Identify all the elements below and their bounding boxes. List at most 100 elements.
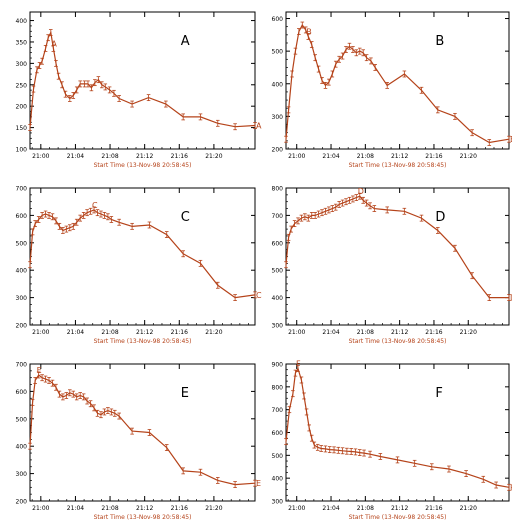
panel-a-data-point: [51, 44, 56, 52]
panel-a-data-point: [86, 80, 90, 88]
panel-b-axes-frame: [285, 11, 510, 150]
panel-f-series-line: [285, 367, 510, 488]
panel-f-data-point: [378, 453, 383, 460]
panel-b-data-point: [487, 139, 492, 146]
panel-c-x-tick-label: 21:16: [171, 329, 188, 336]
panel-d-data-point: [309, 211, 314, 219]
panel-e-x-tick-label: 21:04: [67, 505, 84, 512]
panel-d-axes-frame: [285, 187, 510, 326]
panel-d-data-point: [323, 207, 328, 215]
panel-c-data-point: [215, 281, 220, 289]
panel-f-data-point: [362, 449, 366, 457]
panel-a-data-point: [96, 76, 101, 84]
panel-c-data-point: [147, 221, 152, 229]
panel-c-data-point: [130, 222, 134, 230]
panel-b-data-point: [284, 135, 288, 143]
panel-a-x-tick-label: 21:16: [171, 153, 188, 160]
panel-b-data-point: [453, 112, 457, 120]
panel-c-data-point: [57, 222, 62, 230]
panel-c-data-point: [64, 225, 69, 233]
panel-b-data-point: [330, 70, 335, 78]
panel-d-data-point: [306, 214, 311, 222]
panel-f-data-point: [332, 446, 336, 454]
panel-b-data-point: [344, 46, 348, 53]
panel-e-data-point: [43, 375, 48, 383]
panel-c-data-point: [74, 218, 79, 226]
panel-c-data-point: [71, 222, 76, 230]
panel-f: 300 400 500 600 700 800 900 21:00 21:04 21:08 21:1…: [272, 360, 512, 521]
panel-c-axes-frame: [29, 187, 256, 326]
panel-d-data-point: [320, 209, 324, 217]
panel-e: 200 300 400 500 600 700 21:00 21:04 21:08 21:12 21…: [16, 362, 262, 522]
panel-a-data-point: [233, 123, 237, 131]
panel-a: 100 150 200 250 300 350 400 21:00 21:04 21:08 21:1…: [16, 11, 262, 169]
panel-e-data-point: [33, 377, 37, 384]
panel-f-data-point: [299, 376, 304, 384]
panel-e-data-point: [28, 442, 32, 450]
panel-f-data-point: [507, 483, 511, 491]
panel-d-data-point: [330, 205, 335, 212]
panel-f-data-point: [291, 390, 295, 398]
panel-f-x-tick-label: 21:00: [288, 505, 305, 512]
panel-f-y-tick-label: 500: [272, 453, 284, 460]
panel-a-panel-letter: A: [181, 34, 190, 49]
panel-b-data-point: [340, 52, 345, 60]
panel-e-y-tick-label: 500: [16, 416, 28, 423]
panel-b-y-tick-label: 500: [272, 49, 284, 56]
panel-a-y-tick-label: 300: [16, 61, 28, 68]
panel-e-data-point: [71, 390, 76, 398]
panel-e-peak-marker-label: E: [37, 366, 42, 375]
panel-f-panel-letter: F: [435, 386, 442, 401]
panel-a-series-line: [29, 30, 256, 128]
panel-c-data-point: [233, 294, 237, 302]
panel-c-x-tick-label: 21:00: [32, 329, 49, 336]
panel-d: 300 400 500 600 700 800 21:00 21:04 21:08 21:12 21…: [272, 186, 512, 346]
panel-f-data-point: [447, 465, 451, 473]
panel-c-data-point: [43, 210, 48, 218]
panel-b-data-point: [361, 49, 365, 57]
panel-a-data-point: [71, 92, 76, 99]
panel-c: 200 300 400 500 600 700 21:00 21:04 21:08 21:12 21…: [16, 186, 262, 346]
panel-c-data-point: [164, 231, 169, 238]
panel-b-data-point: [290, 70, 294, 78]
panel-d-data-point: [299, 214, 304, 222]
panel-a-x-tick-label: 21:12: [136, 153, 153, 160]
panel-c-data-point: [117, 218, 121, 226]
panel-a-x-tick-label: 21:04: [67, 153, 84, 160]
panel-a-data-point: [31, 85, 36, 93]
panel-f-data-point: [340, 447, 345, 455]
panel-e-data-point: [181, 467, 185, 475]
panel-e-x-tick-label: 21:00: [32, 505, 49, 512]
panel-e-panel-letter: E: [181, 386, 189, 401]
panel-d-panel-letter: D: [435, 210, 445, 225]
panel-b-data-point: [507, 135, 511, 143]
panel-b-panel-letter: B: [435, 34, 444, 49]
panel-c-data-point: [78, 214, 82, 222]
panel-f-y-tick-label: 800: [272, 384, 284, 391]
panel-d-data-point: [385, 206, 390, 214]
panel-c-data-point: [40, 211, 44, 219]
panel-a-data-point: [56, 72, 61, 80]
panel-b-data-point: [306, 33, 311, 40]
panel-b-data-point: [297, 28, 301, 35]
panel-a-y-tick-label: 400: [16, 18, 28, 25]
panel-e-data-point: [113, 409, 117, 417]
panel-c-y-tick-label: 300: [16, 295, 28, 302]
panel-f-x-tick-label: 21:20: [460, 505, 477, 512]
panel-a-data-point: [103, 83, 108, 91]
panel-c-data-point: [33, 220, 37, 228]
panel-b-data-point: [286, 106, 291, 114]
panel-c-panel-letter: C: [181, 210, 190, 225]
panel-e-y-tick-label: 600: [16, 389, 28, 396]
panel-e-data-point: [147, 429, 152, 436]
panel-b-x-tick-label: 21:20: [460, 153, 477, 160]
panel-b-data-point: [347, 42, 352, 50]
panel-e-data-point: [92, 404, 96, 412]
panel-e-data-point: [50, 379, 55, 387]
panel-d-x-tick-label: 21:04: [322, 329, 339, 336]
panel-a-peak-marker-label: A: [51, 39, 57, 48]
panel-e-data-point: [68, 389, 72, 397]
panel-c-data-point: [68, 224, 72, 232]
panel-b-data-point: [300, 21, 305, 29]
panel-f-x-tick-label: 21:12: [391, 505, 408, 512]
